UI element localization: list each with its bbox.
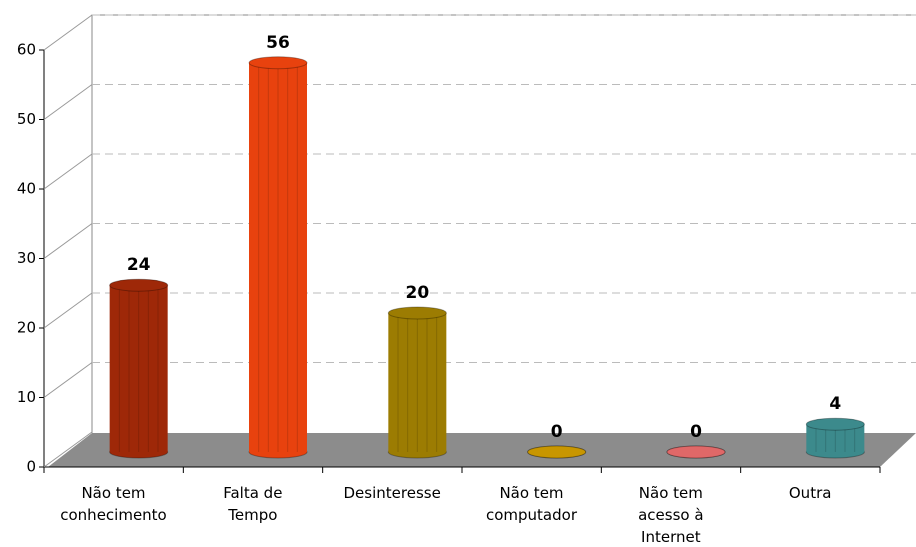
y-tick-label: 40 [17, 180, 36, 198]
bar-top [527, 445, 587, 459]
bar-top [109, 278, 169, 292]
bar-top [666, 445, 726, 459]
y-tick-label: 0 [26, 458, 36, 476]
bar-top [805, 417, 865, 431]
data-label: 24 [127, 255, 151, 275]
x-tick-label: Não tem acesso à Internet [638, 484, 704, 546]
bar [249, 62, 307, 453]
data-label: 0 [551, 422, 563, 442]
y-tick-label: 10 [17, 388, 36, 406]
data-label: 56 [266, 33, 290, 53]
wall-edge [43, 292, 93, 329]
wall-edge [43, 14, 93, 51]
bar [109, 285, 168, 452]
x-tick-label: Outra [788, 484, 832, 502]
x-tick-label: Falta de Tempo [223, 484, 283, 524]
x-tick-label: Não tem conhecimento [60, 484, 167, 524]
floor [48, 433, 916, 467]
x-tick-label: Não tem computador [485, 484, 577, 524]
y-tick-label: 50 [17, 110, 36, 128]
data-label: 20 [405, 283, 429, 303]
wall-edge [43, 362, 93, 398]
wall-edge [43, 84, 93, 120]
wall-edge [43, 153, 93, 190]
bar [388, 313, 447, 452]
y-tick-label: 20 [17, 319, 36, 337]
data-label: 0 [690, 422, 702, 442]
y-tick-label: 60 [17, 41, 36, 59]
y-tick-label: 30 [17, 249, 36, 267]
data-label: 4 [829, 394, 841, 414]
wall-edge [43, 431, 93, 468]
bar-top [248, 56, 308, 70]
x-tick-label: Desinteresse [343, 484, 441, 502]
wall-edge [43, 223, 93, 259]
bar-top [387, 306, 447, 320]
